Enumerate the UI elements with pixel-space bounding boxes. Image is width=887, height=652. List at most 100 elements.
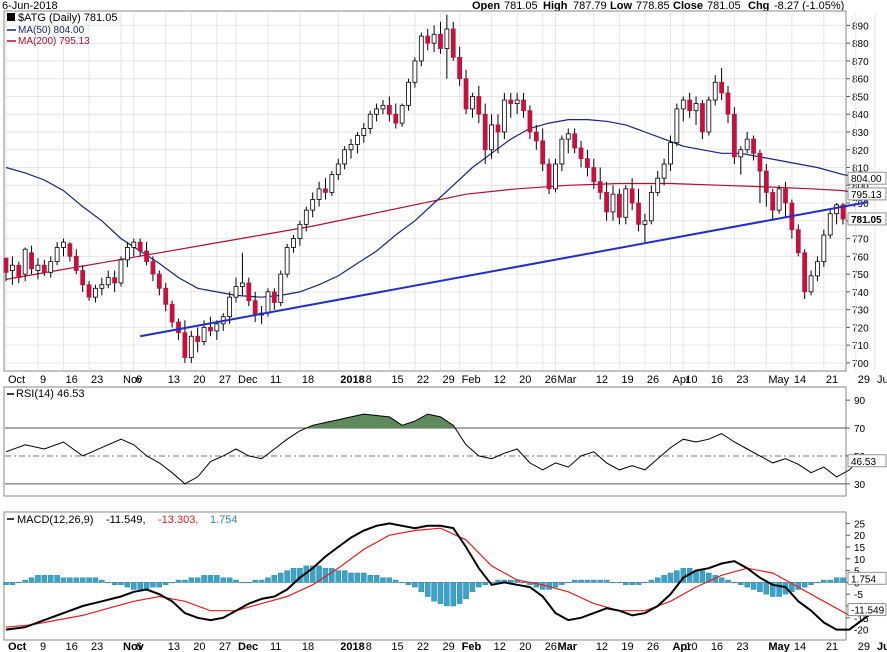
macd-histogram-bar [329, 568, 335, 583]
candle-down [783, 188, 788, 204]
rsi-tick-label: 70 [854, 424, 866, 435]
candle-up [738, 149, 744, 158]
macd-histogram-bar [246, 582, 252, 584]
macd-histogram-bar [111, 582, 118, 585]
candle-up [821, 234, 827, 263]
hist-legend-value: 1.754 [210, 514, 238, 526]
macd-histogram-bar [674, 570, 680, 583]
date-axis-label: 26 [545, 374, 557, 386]
price-legend: $ATG (Daily) 781.05 MA(50) 804.00 MA(200… [7, 12, 117, 47]
macd-histogram-bar [290, 568, 297, 583]
candle-up [706, 99, 712, 133]
macd-legend-label: MACD(12,26,9) [17, 514, 93, 526]
candle-down [840, 204, 846, 220]
date-axis-label: 20 [519, 374, 531, 386]
macd-histogram-bar [610, 582, 616, 584]
macd-histogram-bar [597, 579, 603, 583]
candle-up [105, 277, 111, 286]
macd-histogram-bar [214, 575, 220, 583]
candle-up [610, 193, 616, 213]
macd-histogram-bar [373, 575, 380, 583]
macd-histogram-bar [533, 582, 540, 588]
macd-histogram-bar [258, 579, 265, 583]
date-axis-label: 13 [168, 374, 180, 386]
macd-histogram-bar [539, 582, 546, 590]
candle-down [176, 321, 181, 334]
macd-histogram-bar [92, 577, 99, 583]
macd-tick-label: -15 [854, 614, 869, 625]
bottom-date-axis-label: 29 [858, 641, 870, 652]
candle-down [169, 303, 175, 323]
price-tick-label: 790 [852, 199, 869, 210]
bottom-date-axis-label: Feb [462, 641, 482, 652]
bottom-date-axis-label: 18 [302, 641, 314, 652]
date-axis-label: 26 [647, 374, 659, 386]
bottom-date-axis-label: 14 [794, 641, 806, 652]
candle-up [808, 275, 814, 293]
date-axis-label: 23 [91, 374, 103, 386]
candle-up [22, 248, 28, 275]
macd-histogram-bar [603, 579, 610, 583]
bottom-date-axis-label: 10 [685, 641, 697, 652]
bottom-date-axis-label: 13 [168, 641, 180, 652]
macd-histogram-bar [821, 579, 827, 583]
candle-down [182, 332, 188, 358]
candle-up [10, 264, 15, 271]
candle-down [578, 147, 584, 160]
macd-histogram-bar [418, 582, 425, 593]
date-axis-label: 21 [826, 374, 838, 386]
bottom-date-axis-label: 20 [193, 641, 205, 652]
macd-histogram-bar [412, 582, 418, 588]
bottom-date-axis-label: 9 [40, 641, 46, 652]
close-price-tag-box [847, 212, 887, 226]
candle-up [815, 261, 820, 277]
rsi-tick-label: 90 [854, 396, 866, 407]
rsi-value-tag-box [847, 454, 887, 468]
price-tick-label: 700 [852, 359, 869, 370]
candle-up [712, 81, 718, 101]
high-value: 787.79 [573, 0, 607, 12]
candle-up [93, 287, 98, 298]
macd-histogram-bar [9, 582, 16, 585]
date-axis-label: 8 [366, 374, 372, 386]
low-label: Low [610, 0, 632, 12]
date-axis-label: 29 [858, 374, 870, 386]
date-axis-label: 18 [302, 374, 314, 386]
macd-histogram-bar [450, 582, 457, 607]
candle-down [770, 191, 776, 211]
candle-down [195, 335, 201, 342]
macd-histogram-bar [552, 582, 559, 588]
macd-histogram-bar [744, 582, 750, 588]
candle-down [636, 202, 641, 225]
macd-histogram-bar [188, 577, 195, 583]
macd-tick-label: 10 [854, 555, 866, 566]
date-axis-label: 16 [66, 374, 78, 386]
price-tick-label: 750 [852, 270, 869, 281]
candle-down [457, 57, 463, 80]
macd-tick-label: 25 [854, 519, 866, 530]
macd-histogram-bar [399, 582, 405, 584]
candle-down [252, 300, 258, 316]
candle-down [67, 243, 73, 257]
candle-down [732, 113, 737, 158]
rsi-overbought-fill [306, 414, 456, 429]
macd-histogram-bar [482, 582, 488, 585]
macd-histogram-bar [757, 582, 763, 593]
macd-histogram-bar [738, 582, 744, 585]
macd-value-tag: -11.549 [851, 606, 885, 617]
price-tick-label: 810 [852, 164, 869, 175]
macd-histogram-bar [105, 582, 111, 584]
rsi-legend-label: RSI(14) 46.53 [16, 388, 84, 400]
macd-signal-line [5, 527, 875, 628]
price-tick-label: 840 [852, 110, 869, 121]
macd-histogram-bar [252, 579, 258, 583]
macd-histogram-bar [239, 582, 246, 584]
macd-histogram-bar [341, 570, 348, 583]
support-trendline [139, 201, 869, 338]
low-value: 778.85 [636, 0, 670, 12]
candle-up [99, 284, 105, 289]
price-tick-label: 730 [852, 306, 869, 317]
candle-up [655, 177, 661, 193]
macd-histogram-bar [667, 572, 674, 583]
bottom-date-axis-label: 8 [366, 641, 372, 652]
